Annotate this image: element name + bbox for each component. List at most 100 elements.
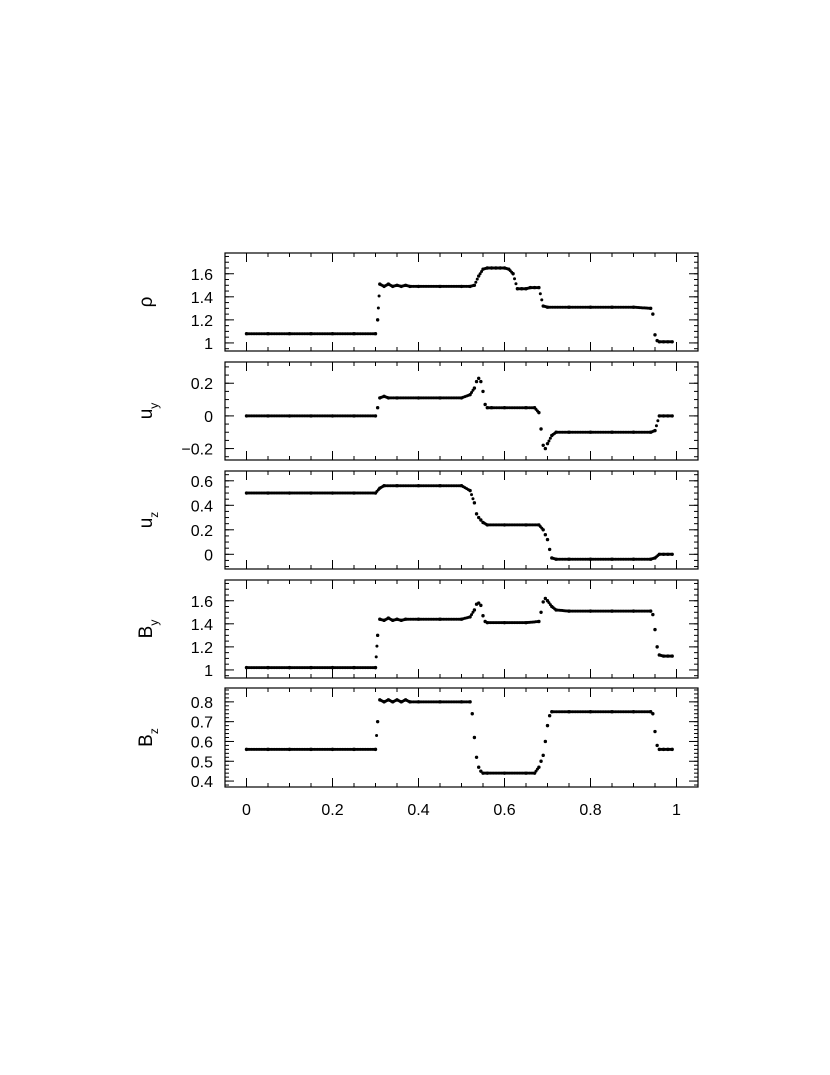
- data-point: [477, 601, 481, 605]
- y-tick-label: 0.6: [191, 474, 213, 491]
- y-tick-label: 0.6: [191, 734, 213, 751]
- data-point: [541, 443, 545, 447]
- x-tick-label: 0.2: [321, 802, 343, 819]
- data-point: [670, 552, 674, 556]
- y-tick-label: 0: [204, 409, 213, 426]
- data-point: [373, 665, 378, 670]
- data-point: [373, 332, 378, 336]
- data-point: [511, 272, 515, 276]
- data-point: [376, 306, 380, 310]
- data-point: [474, 379, 479, 384]
- data-point: [649, 609, 653, 613]
- data-point: [670, 340, 674, 344]
- data-point: [479, 769, 483, 773]
- data-point: [537, 765, 541, 769]
- y-axis-label-main: B: [136, 626, 157, 639]
- data-point: [377, 294, 381, 298]
- data-point: [514, 282, 518, 286]
- data-point: [541, 528, 545, 532]
- data-point: [537, 285, 541, 290]
- data-point: [547, 547, 552, 552]
- y-axis-label-subscript: z: [147, 512, 161, 518]
- data-point: [537, 410, 541, 415]
- y-tick-label: 0.7: [191, 715, 213, 732]
- data-point: [653, 729, 657, 734]
- data-point: [653, 428, 657, 433]
- y-tick-label: 0.8: [191, 695, 213, 712]
- data-point: [477, 515, 481, 520]
- data-series: [244, 698, 674, 775]
- y-axis-label-main: u: [136, 409, 157, 420]
- data-series: [244, 376, 674, 451]
- y-axis-label: ρ: [136, 296, 157, 307]
- data-point: [545, 723, 550, 728]
- data-point: [477, 376, 481, 381]
- data-point: [475, 277, 479, 281]
- data-point: [543, 533, 548, 537]
- data-point: [470, 613, 474, 617]
- data-point: [651, 612, 655, 617]
- data-point: [538, 292, 542, 296]
- data-series: [244, 596, 674, 670]
- data-point: [543, 739, 548, 744]
- y-tick-label: −0.2: [181, 442, 213, 459]
- data-point: [541, 753, 545, 758]
- data-point: [477, 765, 481, 769]
- data-point: [670, 747, 674, 752]
- y-axis-label: Bz: [136, 728, 161, 747]
- data-point: [472, 501, 477, 505]
- data-point: [655, 645, 659, 649]
- data-point: [479, 518, 483, 522]
- y-tick-label: 1.2: [191, 640, 213, 657]
- y-axis-label-subscript: z: [147, 728, 161, 734]
- data-point: [541, 600, 545, 604]
- data-point: [545, 441, 550, 446]
- data-point: [479, 603, 483, 608]
- data-point: [470, 390, 474, 394]
- data-point: [537, 619, 541, 624]
- y-tick-label: 0.2: [191, 523, 213, 540]
- data-point: [649, 306, 653, 311]
- data-point: [474, 512, 479, 516]
- y-axis-label-subscript: y: [147, 403, 161, 409]
- y-axis-label-main: u: [136, 518, 157, 529]
- data-point: [375, 719, 380, 724]
- data-point: [470, 712, 474, 716]
- y-tick-label: 1: [204, 336, 213, 353]
- data-point: [651, 312, 655, 316]
- y-tick-label: 0.5: [191, 754, 213, 771]
- data-point: [478, 272, 482, 276]
- data-point: [543, 446, 548, 451]
- data-point: [656, 419, 660, 423]
- data-point: [670, 414, 674, 418]
- y-axis-label-main: ρ: [136, 296, 157, 307]
- data-point: [471, 497, 475, 501]
- y-tick-label: 0.4: [191, 498, 213, 515]
- data-point: [545, 537, 550, 542]
- data-point: [539, 427, 543, 431]
- panel-5: 0.4 0.5 0.6 0.7 0.8 Bz 0 0.2 0.4 0.6 0.8 1: [136, 687, 699, 819]
- data-point: [483, 402, 487, 407]
- y-tick-label: 0.2: [191, 376, 213, 393]
- data-point: [375, 633, 380, 638]
- y-tick-label: 1.2: [191, 313, 213, 330]
- x-tick-label: 1: [672, 802, 681, 819]
- data-point: [651, 712, 655, 716]
- data-point: [472, 386, 477, 390]
- data-point: [375, 734, 379, 738]
- data-point: [479, 379, 483, 384]
- data-series: [244, 266, 674, 344]
- y-tick-label: 1.6: [191, 267, 213, 284]
- y-axis-label: uy: [136, 403, 161, 420]
- data-point: [472, 735, 477, 740]
- data-point: [472, 283, 477, 287]
- data-point: [540, 298, 544, 302]
- data-point: [474, 755, 479, 759]
- y-tick-label: 0: [204, 547, 213, 564]
- panel-frame: [224, 361, 699, 461]
- y-axis-label-subscript: y: [147, 620, 161, 626]
- panel-3: 0 0.2 0.4 0.6 uz: [136, 470, 699, 570]
- data-point: [481, 614, 485, 618]
- data-point: [649, 710, 653, 714]
- data-point: [513, 277, 517, 281]
